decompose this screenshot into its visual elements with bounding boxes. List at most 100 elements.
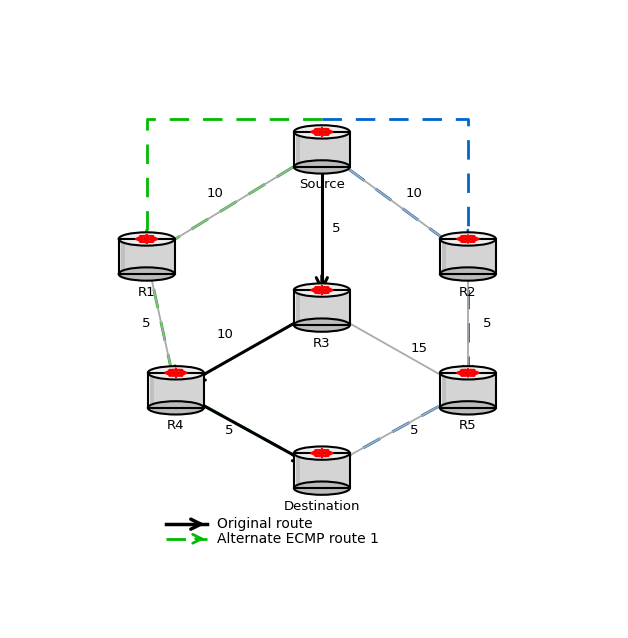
Bar <box>295 290 298 325</box>
Bar <box>119 239 175 274</box>
Bar <box>120 239 123 274</box>
Bar <box>442 373 445 408</box>
Bar <box>149 373 153 408</box>
Text: 5: 5 <box>410 424 419 437</box>
Bar <box>442 239 445 274</box>
Bar <box>295 290 298 325</box>
Text: Original route: Original route <box>217 517 313 531</box>
Ellipse shape <box>294 160 350 174</box>
Bar <box>442 239 445 274</box>
Bar <box>121 239 124 274</box>
Text: Source: Source <box>299 179 345 191</box>
Bar <box>294 453 297 488</box>
Bar <box>295 132 298 167</box>
Bar <box>441 373 444 408</box>
Bar <box>295 132 298 167</box>
Bar <box>148 373 151 408</box>
Bar <box>441 373 445 408</box>
Bar <box>296 290 300 325</box>
Bar <box>294 290 350 325</box>
Bar <box>294 132 297 167</box>
Bar <box>149 373 152 408</box>
Bar <box>296 453 299 488</box>
Bar <box>294 132 350 167</box>
Bar <box>443 239 446 274</box>
Bar <box>440 373 496 408</box>
Bar <box>119 239 122 274</box>
Bar <box>441 239 445 274</box>
Bar <box>150 373 153 408</box>
Bar <box>440 239 443 274</box>
Bar <box>441 239 444 274</box>
Bar <box>295 453 298 488</box>
Bar <box>295 453 298 488</box>
Bar <box>296 290 300 325</box>
Bar <box>296 453 299 488</box>
Bar <box>294 453 297 488</box>
Bar <box>440 373 443 408</box>
Bar <box>296 290 299 325</box>
Bar <box>121 239 124 274</box>
Bar <box>440 239 443 274</box>
Bar <box>442 239 445 274</box>
Bar <box>121 239 124 274</box>
Bar <box>441 239 445 274</box>
Bar <box>441 373 444 408</box>
Bar <box>119 239 122 274</box>
Bar <box>442 239 445 274</box>
Bar <box>296 132 300 167</box>
Bar <box>440 373 496 408</box>
Bar <box>296 453 300 488</box>
Bar <box>296 132 300 167</box>
Bar <box>121 239 124 274</box>
Ellipse shape <box>294 283 350 297</box>
Bar <box>296 290 300 325</box>
Bar <box>294 453 350 488</box>
Bar <box>119 239 122 274</box>
Ellipse shape <box>294 318 350 332</box>
Bar <box>119 239 175 274</box>
Bar <box>295 453 298 488</box>
Bar <box>295 290 298 325</box>
Bar <box>119 239 122 274</box>
Bar <box>296 290 299 325</box>
Bar <box>294 290 297 325</box>
Bar <box>440 373 443 408</box>
Bar <box>296 132 299 167</box>
Bar <box>121 239 124 274</box>
Ellipse shape <box>440 366 496 380</box>
Bar <box>295 132 298 167</box>
Bar <box>149 373 153 408</box>
Text: 15: 15 <box>411 343 428 355</box>
Bar <box>440 239 443 274</box>
Text: 5: 5 <box>143 317 151 330</box>
Ellipse shape <box>294 125 350 138</box>
Bar <box>442 373 445 408</box>
Bar <box>295 132 299 167</box>
Ellipse shape <box>294 447 350 460</box>
Bar <box>119 239 122 274</box>
Bar <box>149 373 152 408</box>
Bar <box>440 239 444 274</box>
Bar <box>149 373 152 408</box>
Bar <box>296 453 300 488</box>
Bar <box>150 373 153 408</box>
Bar <box>148 373 151 408</box>
Text: Alternate ECMP route 1: Alternate ECMP route 1 <box>217 531 379 545</box>
Bar <box>295 132 298 167</box>
Bar <box>441 239 445 274</box>
Bar <box>119 239 123 274</box>
Bar <box>441 239 445 274</box>
Text: R2: R2 <box>459 286 477 299</box>
Bar <box>295 132 298 167</box>
Bar <box>296 453 299 488</box>
Text: 10: 10 <box>207 187 223 200</box>
Bar <box>295 132 298 167</box>
Bar <box>294 290 297 325</box>
Bar <box>440 373 444 408</box>
Ellipse shape <box>440 267 496 281</box>
Bar <box>294 453 298 488</box>
Bar <box>294 290 350 325</box>
Bar <box>295 290 298 325</box>
Bar <box>442 239 446 274</box>
